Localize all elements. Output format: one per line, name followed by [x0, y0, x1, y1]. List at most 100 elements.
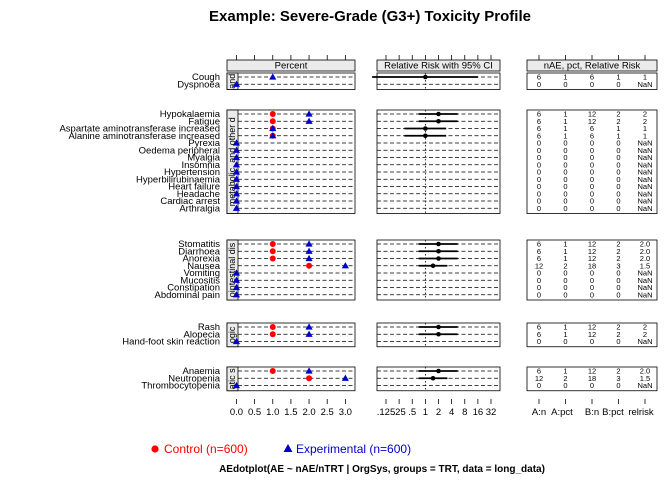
experimental-point: [305, 240, 313, 247]
table-cell-relrisk: NaN: [637, 189, 652, 198]
ae-label: Heart failure: [168, 182, 220, 193]
table-cell-B:n: 0: [590, 290, 594, 299]
table-cell-B:pct: 0: [616, 269, 620, 278]
control-point: [306, 375, 313, 382]
table-column-label: relrisk: [628, 407, 654, 418]
chart-caption: AEdotplot(AE ~ nAE/nTRT | OrgSys, groups…: [219, 464, 545, 475]
table-cell-B:pct: 0: [616, 175, 620, 184]
table-cell-relrisk: NaN: [637, 204, 652, 213]
table-cell-A:n: 0: [537, 381, 541, 390]
table-cell-A:n: 0: [537, 189, 541, 198]
risk-tick-label: 1: [423, 407, 428, 418]
experimental-point: [232, 161, 241, 168]
experimental-point: [232, 381, 241, 389]
experimental-point: [232, 291, 241, 298]
table-cell-B:pct: 0: [616, 80, 620, 89]
table-cell-relrisk: NaN: [637, 160, 652, 169]
ae-label: Rash: [198, 322, 220, 333]
table-cell-relrisk: NaN: [637, 168, 652, 177]
table-cell-A:n: 0: [537, 139, 541, 148]
control-point: [269, 248, 276, 255]
risk-tick-label: .125: [377, 407, 396, 418]
table-cell-B:n: 0: [590, 283, 594, 292]
table-cell-B:n: 6: [590, 124, 594, 133]
table-cell-B:n: 12: [588, 110, 596, 119]
table-cell-A:n: 6: [537, 110, 541, 119]
table-cell-B:n: 0: [590, 197, 594, 206]
table-cell-B:pct: 2: [616, 117, 620, 126]
group-3-strip: [226, 322, 239, 348]
risk-tick-label: 4: [449, 407, 454, 418]
group-3-table-panel: [526, 322, 658, 348]
risk-panel-header: Relative Risk with 95% CI: [384, 61, 493, 72]
risk-tick-label: 2: [436, 407, 441, 418]
table-cell-B:pct: 0: [616, 182, 620, 191]
experimental-point: [232, 337, 241, 345]
table-cell-A:n: 6: [537, 367, 541, 376]
table-cell-A:n: 0: [537, 168, 541, 177]
legend-experimental-label: Experimental (n=600): [296, 442, 411, 456]
table-cell-relrisk: 2.0: [640, 247, 650, 256]
risk-point: [436, 368, 441, 374]
table-cell-relrisk: 2: [643, 117, 647, 126]
experimental-point: [269, 73, 277, 80]
table-cell-relrisk: 1: [643, 124, 647, 133]
risk-tick-label: .5: [408, 407, 416, 418]
experimental-point: [232, 269, 241, 276]
experimental-point: [232, 283, 241, 291]
ae-label: Cough: [192, 72, 220, 83]
table-cell-B:n: 0: [590, 189, 594, 198]
table-cell-A:pct: 0: [563, 182, 567, 191]
ae-label: Anorexia: [183, 254, 221, 265]
percent-tick-label: 2.0: [302, 407, 315, 418]
experimental-point: [305, 323, 313, 330]
ae-label: Pyrexia: [188, 138, 220, 149]
table-cell-relrisk: NaN: [637, 337, 652, 346]
table-cell-relrisk: 2.0: [640, 254, 650, 263]
table-cell-relrisk: 2: [643, 323, 647, 332]
control-point: [269, 368, 276, 374]
table-panel-header: nAE, pct, Relative Risk: [544, 61, 641, 72]
table-cell-B:pct: 0: [616, 290, 620, 299]
group-2-risk-panel: [376, 239, 501, 301]
ae-label: Abdominal pain: [155, 290, 221, 301]
percent-panel-header: Percent: [275, 61, 308, 72]
table-cell-A:pct: 1: [563, 330, 567, 339]
plot-area: Percent Relative Risk with 95% CI nAE, pct…: [59, 55, 658, 418]
control-point: [269, 331, 276, 338]
table-cell-A:pct: 0: [563, 153, 567, 162]
experimental-point: [232, 197, 241, 204]
group-4-strip-label: atic s: [227, 368, 237, 390]
group-1-table-panel: [526, 109, 658, 214]
table-cell-B:n: 0: [590, 276, 594, 285]
table-cell-B:pct: 0: [616, 160, 620, 169]
control-point: [269, 324, 276, 330]
risk-point: [423, 74, 428, 80]
table-cell-A:n: 12: [535, 374, 543, 383]
ae-label: Fatigue: [188, 116, 220, 127]
table-cell-A:pct: 1: [563, 73, 567, 82]
table-cell-relrisk: NaN: [637, 276, 652, 285]
table-cell-B:n: 0: [590, 175, 594, 184]
risk-point: [423, 126, 428, 131]
group-1-strip-label: metabolic, and other d: [227, 117, 237, 206]
table-cell-B:pct: 0: [616, 168, 620, 177]
table-column-label: A:n: [532, 407, 546, 418]
ae-label: Nausea: [187, 261, 220, 272]
table-cell-B:pct: 1: [616, 73, 620, 82]
experimental-point: [232, 139, 241, 146]
table-cell-B:n: 12: [588, 367, 596, 376]
table-cell-B:pct: 0: [616, 283, 620, 292]
table-cell-A:n: 0: [537, 146, 541, 155]
table-cell-A:pct: 1: [563, 367, 567, 376]
table-cell-A:n: 0: [537, 283, 541, 292]
table-cell-A:n: 6: [537, 131, 541, 140]
table-cell-B:n: 18: [588, 374, 596, 383]
control-point: [269, 255, 276, 262]
table-cell-B:n: 0: [590, 204, 594, 213]
table-cell-B:n: 0: [590, 182, 594, 191]
table-cell-B:pct: 0: [616, 153, 620, 162]
ae-label: Anaemia: [183, 366, 221, 377]
table-cell-B:n: 18: [588, 261, 596, 270]
table-cell-A:n: 0: [537, 276, 541, 285]
